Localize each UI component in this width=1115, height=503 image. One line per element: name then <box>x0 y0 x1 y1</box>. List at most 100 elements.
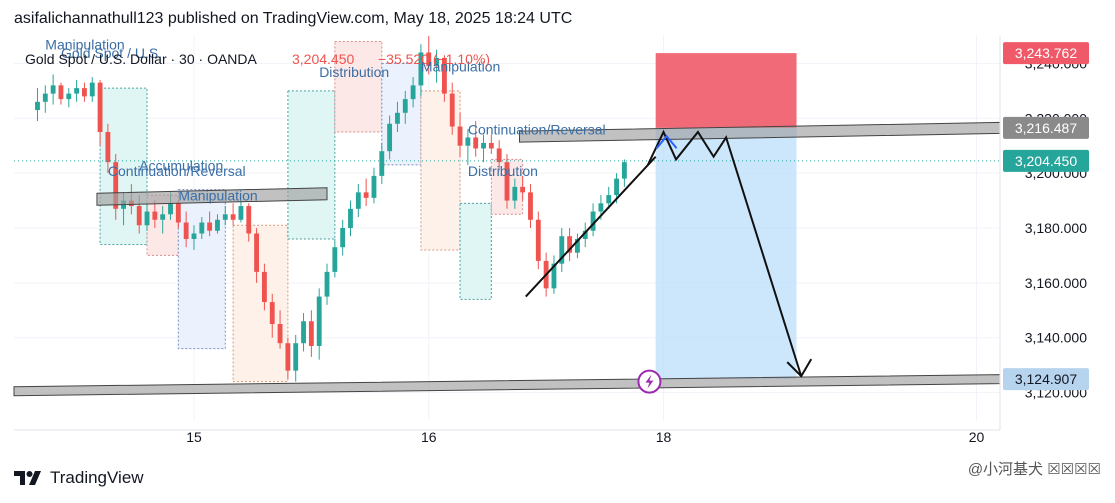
candle-body <box>348 208 353 228</box>
price-tag-label: 3,124.907 <box>1015 371 1077 387</box>
annotation-label: Distribution <box>468 163 538 179</box>
annotation-label: Gold Spot / U.S. <box>61 45 162 61</box>
candle-body <box>363 192 369 198</box>
candle-body <box>324 271 330 297</box>
symbol-bar: Gold Spot / U.S. Dollar · 30 · OANDA 3,2… <box>25 51 490 67</box>
candle-body <box>371 175 377 198</box>
candle-body <box>246 206 252 234</box>
candle-body <box>590 211 596 231</box>
candle-body <box>89 82 95 97</box>
candle-body <box>528 192 533 220</box>
annotation-label: Continuation/Reversal <box>108 163 246 179</box>
candle-body <box>473 137 479 149</box>
candle-body <box>285 343 291 371</box>
candle-body <box>168 203 173 215</box>
candle-body <box>308 321 314 346</box>
candle-body <box>496 148 502 163</box>
y-tick-label: 3,180.000 <box>1025 220 1087 236</box>
candle-body <box>191 233 197 239</box>
price-tag-label: 3,216.487 <box>1015 120 1077 136</box>
candle-body <box>97 82 103 132</box>
candle-body <box>105 132 111 163</box>
candle-body <box>261 271 267 303</box>
x-tick-label: 20 <box>969 429 985 445</box>
candle-body <box>481 142 486 149</box>
up-chevron-icon <box>655 134 678 149</box>
candle-body <box>269 302 275 324</box>
candle-body <box>66 93 72 100</box>
candle-body <box>535 219 541 261</box>
candle-body <box>582 230 588 239</box>
price-tags: 3,243.762 3,216.487 3,204.450 3,124.907 <box>1003 42 1089 391</box>
price-tag-bg <box>1003 116 1089 139</box>
price-tag-bg <box>1003 368 1089 391</box>
watermark: @小河基犬 ☒☒☒☒ <box>967 461 1101 478</box>
annotation-label: Distribution <box>319 64 389 80</box>
projection-path <box>646 129 803 377</box>
candle-body <box>504 162 510 201</box>
candle-body <box>254 233 260 272</box>
candle-body <box>567 236 573 253</box>
candle-body <box>402 99 408 113</box>
time-axis: 15 16 18 20 <box>14 429 1000 445</box>
candle-body <box>74 88 80 94</box>
price-tag-label: 3,204.450 <box>1015 153 1077 169</box>
tradingview-brand: TradingView <box>50 468 144 487</box>
annotation-label: Manipulation <box>421 59 500 75</box>
candle-body <box>426 52 432 67</box>
x-tick-label: 18 <box>656 429 672 445</box>
candle-body <box>575 238 580 253</box>
candle-body <box>222 214 228 220</box>
candle-body <box>50 85 56 94</box>
pattern-zone <box>232 224 289 383</box>
price-tag-label: 3,243.762 <box>1015 45 1077 61</box>
price-tag-bg <box>1003 149 1089 172</box>
candle-body <box>621 162 627 179</box>
y-tick-label: 3,140.000 <box>1025 330 1087 346</box>
candle-body <box>449 93 455 127</box>
arrow-head <box>786 358 813 378</box>
candle-body <box>277 324 283 344</box>
candle-body <box>465 137 471 146</box>
candle-body <box>144 211 150 226</box>
candle-body <box>82 88 87 97</box>
candle-body <box>488 142 494 149</box>
candle-body <box>512 186 518 201</box>
candle-body <box>614 178 619 196</box>
x-tick-label: 16 <box>421 429 437 445</box>
stop-loss-zone <box>655 53 797 128</box>
candle-body <box>175 203 181 223</box>
annotation-label: Continuation/Reversal <box>468 122 606 138</box>
candle-body <box>379 151 385 176</box>
symbol-change: −35.520 (−1.10%) <box>378 51 490 67</box>
y-tick-label: 3,160.000 <box>1025 275 1087 291</box>
candle-body <box>58 85 64 100</box>
candle-body <box>42 93 48 102</box>
annotation-label: Manipulation <box>178 188 257 204</box>
candle-body <box>418 52 424 86</box>
candle-body <box>215 219 220 231</box>
candle-body <box>340 228 346 248</box>
candle-body <box>410 85 416 100</box>
lightning-bolt <box>645 374 654 389</box>
candle-body <box>457 126 463 146</box>
candle-body <box>520 186 526 193</box>
symbol-price: 3,204.450 <box>292 51 354 67</box>
take-profit-zone <box>655 127 797 380</box>
candle-body <box>293 343 299 371</box>
candle-body <box>35 101 40 111</box>
annotation-label: Manipulation <box>45 37 124 53</box>
candle-body <box>551 263 557 289</box>
annotation-label: Accumulation <box>139 157 223 173</box>
candle-body <box>160 214 166 220</box>
tradingview-logo[interactable]: TradingView <box>14 468 144 488</box>
symbol-name: Gold Spot / U.S. Dollar · 30 · OANDA <box>25 51 258 67</box>
candle-body <box>316 296 322 346</box>
candle-body <box>559 236 565 264</box>
candle-body <box>441 57 447 94</box>
candle-body <box>113 162 119 209</box>
candle-body <box>183 222 189 239</box>
candle-body <box>136 206 142 226</box>
